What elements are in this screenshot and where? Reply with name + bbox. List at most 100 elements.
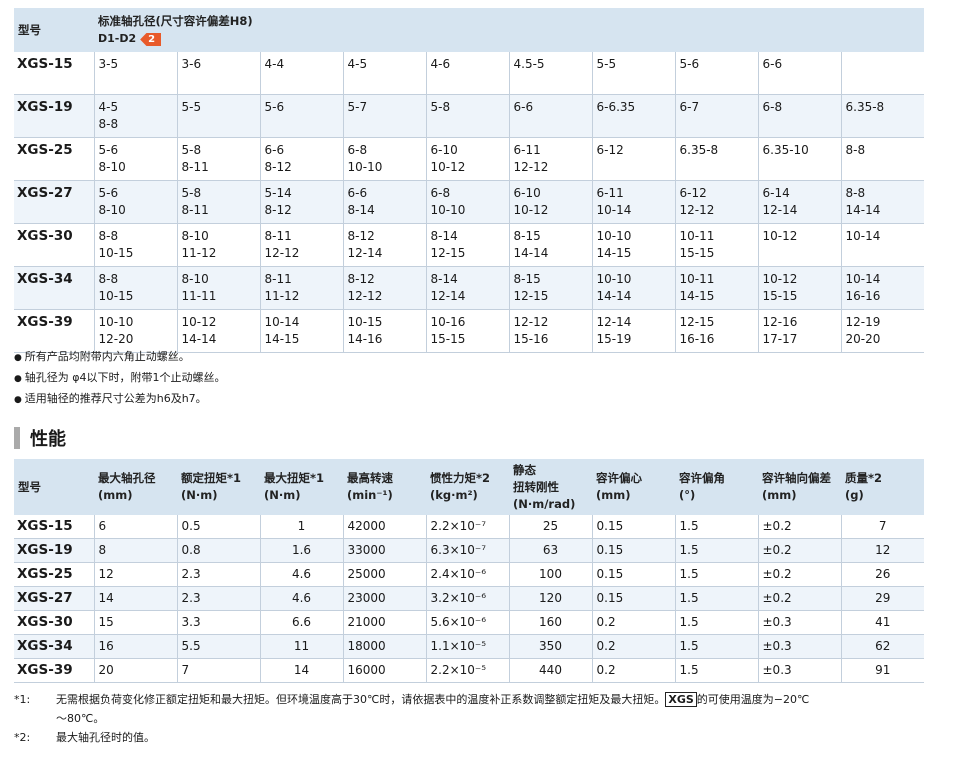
perf-cell: 12 bbox=[93, 562, 177, 587]
perf-cell: 15 bbox=[93, 610, 177, 635]
perf-col-header: 惯性力矩*2 (kg·m²) bbox=[426, 459, 509, 515]
bore-cell: 6.35-8 bbox=[840, 94, 924, 138]
bore-cell: 5-8 8-11 bbox=[176, 180, 260, 224]
bore-cell: 10-14 bbox=[840, 223, 924, 267]
perf-cell: 4.6 bbox=[259, 586, 343, 611]
bore-cell: 8-11 11-12 bbox=[259, 266, 343, 310]
perf-cell: 63 bbox=[508, 538, 592, 563]
perf-col-header: 最大扭矩*1 (N·m) bbox=[260, 459, 343, 515]
perf-cell: 2.3 bbox=[176, 562, 260, 587]
perf-col-header: 容许偏角 (°) bbox=[675, 459, 758, 515]
bore-cell: 10-12 15-15 bbox=[757, 266, 841, 310]
perf-cell: 1.5 bbox=[674, 515, 758, 539]
perf-cell: 3.2×10⁻⁶ bbox=[425, 586, 509, 611]
perf-cell: 12 bbox=[840, 538, 924, 563]
perf-cell: 0.2 bbox=[591, 610, 675, 635]
perf-cell: 33000 bbox=[342, 538, 426, 563]
bore-cell: 10-11 15-15 bbox=[674, 223, 758, 267]
bore-cell: 6-10 10-12 bbox=[508, 180, 592, 224]
perf-cell: 4.6 bbox=[259, 562, 343, 587]
bore-cell: 6-8 10-10 bbox=[342, 137, 426, 181]
bore-cell: 5-6 bbox=[674, 52, 758, 95]
bore-cell: 6-6 8-14 bbox=[342, 180, 426, 224]
bore-cell: 8-14 12-15 bbox=[425, 223, 509, 267]
perf-cell: 1.5 bbox=[674, 586, 758, 611]
bore-header-title: 标准轴孔径(尺寸容许偏差H8) bbox=[98, 14, 253, 28]
bore-cell: 6-14 12-14 bbox=[757, 180, 841, 224]
bore-cell: 5-7 bbox=[342, 94, 426, 138]
perf-cell: 1.5 bbox=[674, 610, 758, 635]
perf-cell: 14 bbox=[93, 586, 177, 611]
perf-cell: 1.6 bbox=[259, 538, 343, 563]
model-cell: XGS-30 bbox=[17, 228, 73, 244]
perf-cell: 2.4×10⁻⁶ bbox=[425, 562, 509, 587]
model-cell: XGS-27 bbox=[14, 586, 94, 611]
perf-cell: 26 bbox=[840, 562, 924, 587]
perf-cell: ±0.2 bbox=[757, 586, 841, 611]
perf-cell: ±0.3 bbox=[757, 610, 841, 635]
col-bore-header: 标准轴孔径(尺寸容许偏差H8) D1-D2 2 bbox=[94, 8, 924, 52]
perf-cell: 29 bbox=[840, 586, 924, 611]
perf-cell: 2.2×10⁻⁷ bbox=[425, 515, 509, 539]
table-row: XGS-39 20 7 14 16000 2.2×10⁻⁵ 440 0.2 1.5 ±0.3 91 bbox=[14, 658, 924, 683]
table-notes: 所有产品均附带内六角止动螺丝。 轴孔径为 φ4以下时，附带1个止动螺丝。 适用轴… bbox=[14, 347, 226, 410]
bore-cell: 8-14 12-14 bbox=[425, 266, 509, 310]
table-row: XGS-34 16 5.5 11 18000 1.1×10⁻⁵ 350 0.2 1.5 ±0.3 6… bbox=[14, 634, 924, 659]
perf-cell: 41 bbox=[840, 610, 924, 635]
bore-cell: 12-14 15-19 bbox=[591, 309, 675, 353]
perf-cell: ±0.2 bbox=[757, 562, 841, 587]
model-cell: XGS-39 bbox=[17, 314, 73, 330]
section-title: 性能 bbox=[14, 425, 66, 451]
perf-cell: 25000 bbox=[342, 562, 426, 587]
bore-cell: 8-12 12-12 bbox=[342, 266, 426, 310]
bore-cell: 10-10 14-15 bbox=[591, 223, 675, 267]
table-row: XGS-19 4-5 8-8 5-5 5-6 5-7 5-8 6-6 6-6.35 6-7 6-8 6… bbox=[14, 94, 924, 138]
table-row: XGS-27 5-6 8-10 5-8 8-11 5-14 8-12 6-6 8-14 6-8 10… bbox=[14, 180, 924, 224]
perf-cell: 16000 bbox=[342, 658, 426, 683]
perf-cell: 91 bbox=[840, 658, 924, 683]
bore-cell: 8-8 10-15 bbox=[93, 266, 177, 310]
perf-cell: 1.1×10⁻⁵ bbox=[425, 634, 509, 659]
perf-cell: 440 bbox=[508, 658, 592, 683]
perf-cell: 0.2 bbox=[591, 634, 675, 659]
perf-cell: 6 bbox=[93, 515, 177, 539]
bore-cell: 8-15 14-14 bbox=[508, 223, 592, 267]
perf-cell: 7 bbox=[176, 658, 260, 683]
perf-cell: 11 bbox=[259, 634, 343, 659]
perf-col-header: 容许轴向偏差 (mm) bbox=[758, 459, 841, 515]
bore-cell: 12-12 15-16 bbox=[508, 309, 592, 353]
bore-cell: 5-5 bbox=[591, 52, 675, 95]
model-cell: XGS-19 bbox=[14, 94, 94, 138]
perf-cell: 21000 bbox=[342, 610, 426, 635]
bore-cell: 4-4 bbox=[259, 52, 343, 95]
perf-cell: 23000 bbox=[342, 586, 426, 611]
bore-cell: 4.5-5 bbox=[508, 52, 592, 95]
table-row: XGS-27 14 2.3 4.6 23000 3.2×10⁻⁶ 120 0.15 1.5 ±0.… bbox=[14, 586, 924, 611]
bore-cell: 4-6 bbox=[425, 52, 509, 95]
footnote-2: *2: 最大轴孔径时的值。 bbox=[14, 731, 155, 744]
bore-cell: 10-10 12-20 bbox=[93, 309, 177, 353]
perf-cell: 25 bbox=[508, 515, 592, 539]
bore-cell: 8-12 12-14 bbox=[342, 223, 426, 267]
perf-cell: 14 bbox=[259, 658, 343, 683]
bore-cell: 6-6 bbox=[508, 94, 592, 138]
perf-cell: 3.3 bbox=[176, 610, 260, 635]
bore-cell: 12-19 20-20 bbox=[840, 309, 924, 353]
perf-cell: 0.15 bbox=[591, 586, 675, 611]
bore-cell: 6-10 10-12 bbox=[425, 137, 509, 181]
perf-cell: 0.15 bbox=[591, 562, 675, 587]
bore-cell: 6-12 12-12 bbox=[674, 180, 758, 224]
model-cell: XGS-30 bbox=[17, 614, 73, 630]
perf-cell: 7 bbox=[840, 515, 924, 539]
model-cell: XGS-15 bbox=[17, 56, 73, 72]
table-row: XGS-39 10-10 12-20 10-12 14-14 10-14 14-15 10-1… bbox=[14, 309, 924, 353]
bore-cell: 6.35-8 bbox=[674, 137, 758, 181]
perf-cell: 0.8 bbox=[176, 538, 260, 563]
table-row: XGS-30 15 3.3 6.6 21000 5.6×10⁻⁶ 160 0.2 1.5 ±0.3… bbox=[14, 610, 924, 635]
bore-cell: 6-8 bbox=[757, 94, 841, 138]
bore-cell: 5-6 8-10 bbox=[93, 137, 177, 181]
bore-cell: 5-6 8-10 bbox=[93, 180, 177, 224]
perf-cell: 350 bbox=[508, 634, 592, 659]
bore-cell: 3-6 bbox=[176, 52, 260, 95]
perf-col-header: 质量*2 (g) bbox=[841, 459, 924, 515]
